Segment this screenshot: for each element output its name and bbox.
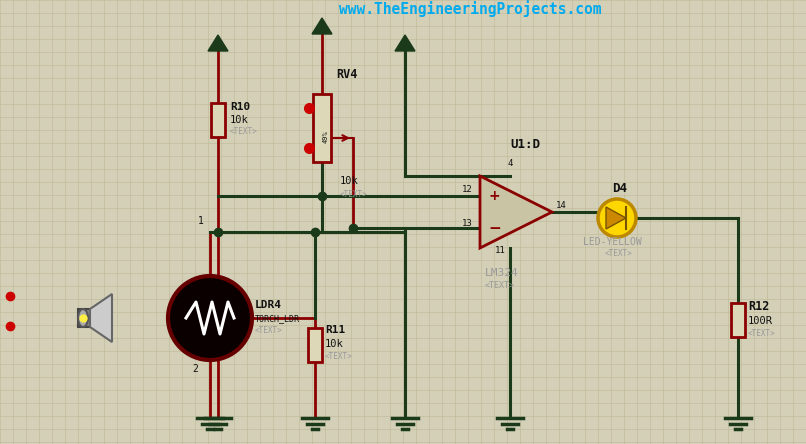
Text: +: + [488, 189, 500, 203]
Text: 11: 11 [495, 246, 505, 255]
Text: LED-YELLOW: LED-YELLOW [583, 237, 642, 247]
Polygon shape [312, 18, 332, 34]
Polygon shape [606, 207, 626, 229]
Text: 10k: 10k [230, 115, 249, 125]
Text: R10: R10 [230, 102, 250, 112]
Text: 2: 2 [192, 364, 198, 374]
FancyBboxPatch shape [211, 103, 225, 137]
FancyBboxPatch shape [313, 94, 331, 162]
Text: R11: R11 [325, 325, 345, 335]
Text: <TEXT>: <TEXT> [255, 326, 283, 335]
Text: 1: 1 [198, 216, 204, 226]
Polygon shape [480, 176, 552, 248]
Polygon shape [395, 35, 415, 51]
Text: <TEXT>: <TEXT> [325, 352, 353, 361]
Text: <TEXT>: <TEXT> [230, 127, 258, 136]
FancyBboxPatch shape [308, 328, 322, 362]
Polygon shape [90, 294, 112, 342]
Polygon shape [208, 35, 228, 51]
Text: −: − [488, 221, 501, 236]
Text: LDR4: LDR4 [255, 300, 282, 310]
Text: <TEXT>: <TEXT> [748, 329, 775, 338]
Text: 14: 14 [556, 201, 567, 210]
Text: U1:D: U1:D [510, 138, 540, 151]
Text: 13: 13 [462, 219, 473, 228]
Text: D4: D4 [612, 182, 627, 195]
Text: 4: 4 [508, 159, 513, 168]
Text: <TEXT>: <TEXT> [605, 249, 633, 258]
Text: RV4: RV4 [336, 68, 357, 81]
Polygon shape [78, 309, 90, 327]
Text: 12: 12 [462, 185, 473, 194]
FancyBboxPatch shape [731, 303, 745, 337]
Text: R12: R12 [748, 300, 770, 313]
Text: LM324: LM324 [485, 268, 519, 278]
Text: TORCH_LDR: TORCH_LDR [255, 314, 300, 323]
Text: <TEXT>: <TEXT> [340, 190, 368, 199]
Text: 10k: 10k [340, 176, 359, 186]
Circle shape [168, 276, 252, 360]
Text: 49%: 49% [323, 130, 329, 143]
Text: 10k: 10k [325, 339, 343, 349]
Circle shape [598, 199, 636, 237]
Text: <TEXT>: <TEXT> [485, 281, 515, 290]
Text: www.TheEngineeringProjects.com: www.TheEngineeringProjects.com [339, 0, 601, 17]
Ellipse shape [78, 309, 88, 327]
Text: 100R: 100R [748, 316, 773, 326]
